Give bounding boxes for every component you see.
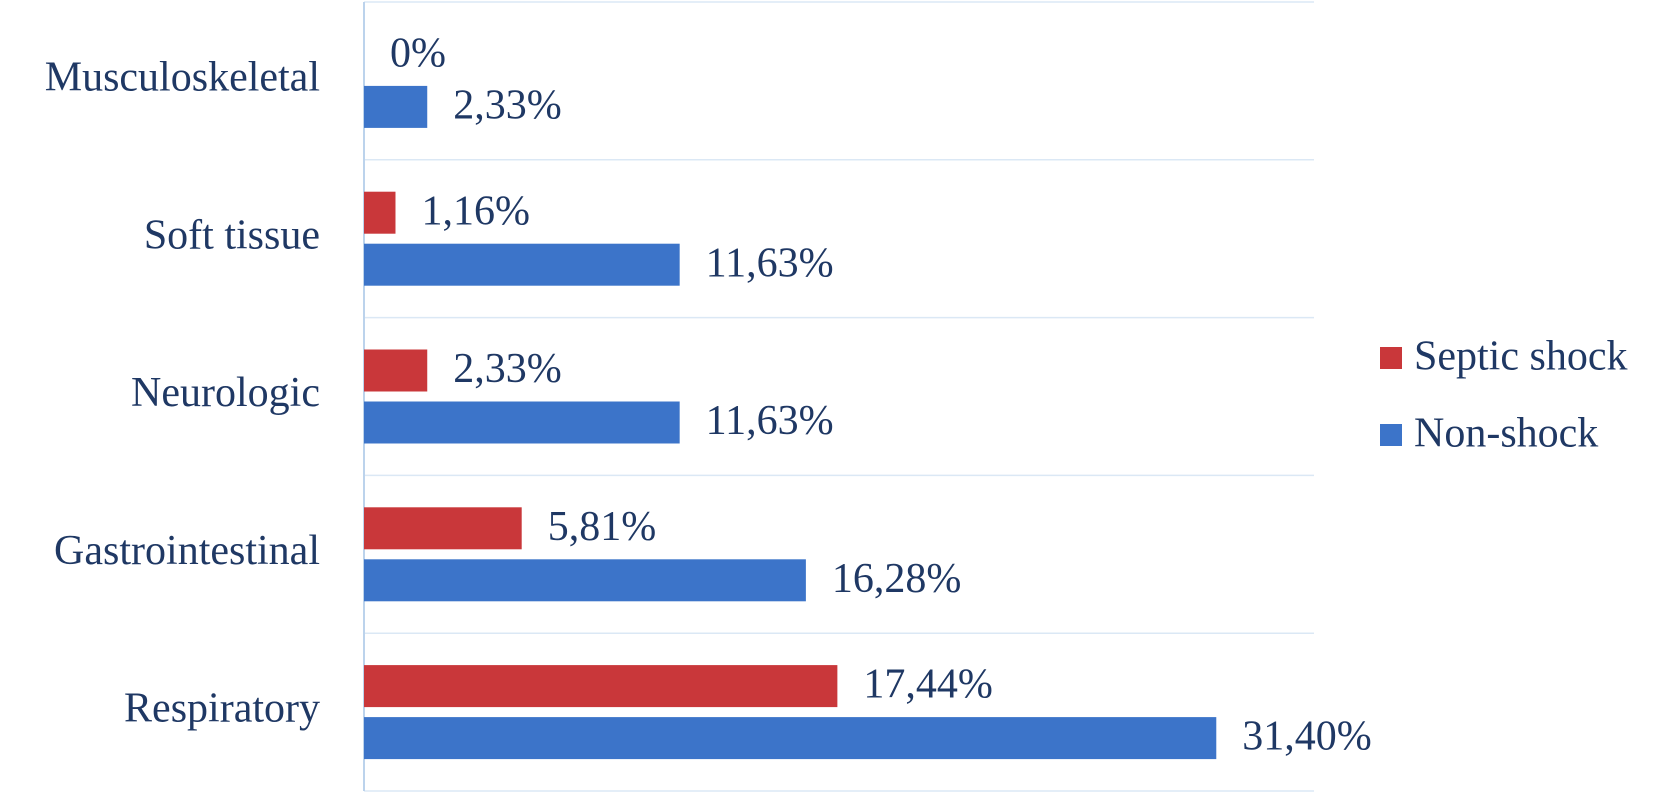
y-tick-label: Respiratory xyxy=(124,686,320,732)
y-tick-label: Gastrointestinal xyxy=(54,528,320,574)
bar xyxy=(364,401,680,444)
bar xyxy=(364,191,396,234)
bar xyxy=(364,717,1217,760)
bar xyxy=(364,349,428,392)
bar xyxy=(364,507,522,550)
y-tick-label: Soft tissue xyxy=(144,212,320,258)
value-label: 2,33% xyxy=(453,83,562,129)
value-label: 5,81% xyxy=(548,504,657,550)
value-label: 11,63% xyxy=(706,398,834,444)
value-label: 0% xyxy=(390,31,446,77)
value-label: 17,44% xyxy=(863,662,993,708)
bar xyxy=(364,243,680,286)
legend-swatch xyxy=(1380,347,1402,369)
legend-swatch xyxy=(1380,424,1402,446)
value-label: 2,33% xyxy=(453,346,562,392)
legend-label: Non-shock xyxy=(1414,411,1598,457)
value-label: 31,40% xyxy=(1242,714,1372,760)
y-tick-label: Musculoskeletal xyxy=(45,55,320,101)
value-label: 11,63% xyxy=(706,240,834,286)
value-label: 16,28% xyxy=(832,556,962,602)
bar xyxy=(364,559,806,602)
y-tick-label: Neurologic xyxy=(131,370,320,416)
value-label: 1,16% xyxy=(421,188,530,234)
bar xyxy=(364,85,428,128)
legend-label: Septic shock xyxy=(1414,334,1627,380)
bar xyxy=(364,665,838,708)
